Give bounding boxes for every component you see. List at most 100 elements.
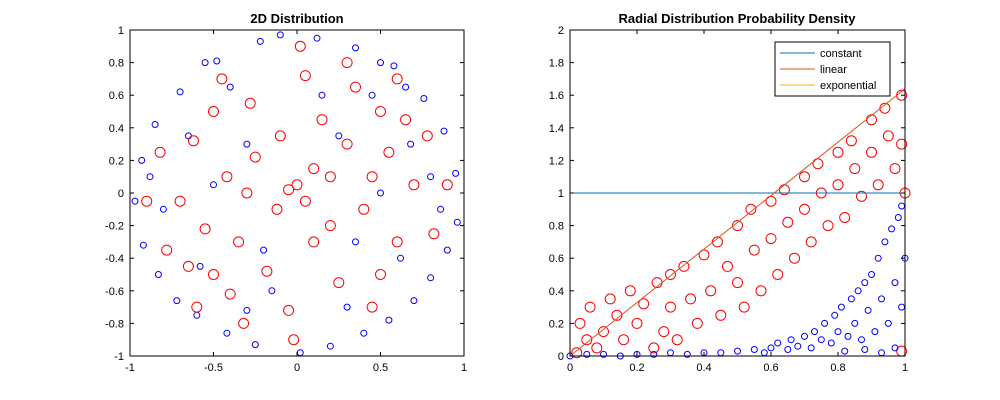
scatter-point xyxy=(159,205,167,213)
scatter-point xyxy=(437,205,445,213)
scatter-point xyxy=(421,130,433,142)
scatter-point xyxy=(878,349,885,357)
scatter-point xyxy=(772,269,784,280)
scatter-point xyxy=(866,146,877,158)
y-tick-label: 0.6 xyxy=(549,253,564,265)
scatter-point xyxy=(854,287,862,295)
scatter-point xyxy=(288,334,300,346)
scatter-point xyxy=(891,279,899,287)
scatter-point xyxy=(631,317,643,329)
scatter-point xyxy=(208,106,219,117)
y-tick-label: 0.8 xyxy=(549,221,564,233)
scatter-point xyxy=(176,88,184,96)
scatter-point xyxy=(375,106,386,117)
chart-title: Radial Distribution Probability Density xyxy=(619,11,857,26)
scatter-point xyxy=(837,303,845,311)
scatter-point xyxy=(874,254,882,262)
scatter-point xyxy=(671,334,683,346)
y-tick-label: -0.4 xyxy=(105,253,124,265)
scatter-point xyxy=(574,317,586,329)
scatter-point xyxy=(624,285,636,297)
scatter-point xyxy=(299,195,311,207)
scatter-point xyxy=(868,271,875,278)
scatter-point xyxy=(151,121,159,128)
legend-entry: linear xyxy=(820,64,847,76)
scatter-point xyxy=(352,44,359,52)
scatter-marks xyxy=(566,89,911,360)
scatter-point xyxy=(618,334,630,346)
scatter-point xyxy=(765,195,777,207)
density-lines xyxy=(569,88,906,357)
scatter-point xyxy=(243,306,251,314)
scatter-point xyxy=(243,140,251,148)
scatter-point xyxy=(210,181,217,189)
legend-entry: constant xyxy=(820,48,862,60)
scatter-point xyxy=(326,342,334,350)
scatter-point xyxy=(375,269,386,280)
y-tick-label: 0.4 xyxy=(549,286,564,298)
scatter-point xyxy=(443,246,451,254)
scatter-point xyxy=(844,332,852,340)
scatter-point xyxy=(427,274,435,282)
scatter-point xyxy=(407,140,415,148)
scatter-point xyxy=(184,132,192,140)
scatter-point xyxy=(274,130,286,142)
scatter-point xyxy=(223,329,231,337)
scatter-point xyxy=(182,260,194,272)
scatter-point xyxy=(233,236,245,248)
x-tick-label: 1 xyxy=(902,362,908,374)
scatter-point xyxy=(173,297,181,305)
scatter-point xyxy=(226,83,234,91)
scatter-point xyxy=(750,346,758,353)
scatter-point xyxy=(784,346,792,353)
scatter-point xyxy=(377,189,384,197)
scatter-point xyxy=(260,246,268,254)
scatter-point xyxy=(428,228,440,240)
scatter-point xyxy=(341,138,353,150)
scatter-point xyxy=(391,236,403,248)
scatter-point xyxy=(782,216,794,228)
scatter-point xyxy=(851,319,859,327)
scatter-point xyxy=(774,339,782,347)
scatter-point xyxy=(898,303,906,311)
scatter-point xyxy=(794,342,802,350)
y-tick-label: 1 xyxy=(118,25,124,37)
scatter-point xyxy=(881,238,889,246)
scatter-point xyxy=(866,114,877,126)
x-tick-label: 0.6 xyxy=(763,362,778,374)
scatter-point xyxy=(738,301,750,313)
scatter-point xyxy=(821,319,829,327)
scatter-point xyxy=(383,146,395,158)
scatter-point xyxy=(832,146,844,158)
scatter-point xyxy=(678,260,690,272)
scatter-point xyxy=(441,179,453,191)
scatter-point xyxy=(799,203,810,215)
scatter-point xyxy=(391,73,403,85)
scatter-point xyxy=(691,317,703,329)
x-tick-label: 1 xyxy=(461,362,467,374)
scatter-point xyxy=(352,238,359,246)
scatter-point xyxy=(402,83,410,91)
scatter-point xyxy=(283,184,295,196)
scatter-point xyxy=(882,130,894,142)
scatter-point xyxy=(822,220,834,232)
scatter-point xyxy=(261,265,273,277)
y-tick-label: 1.8 xyxy=(549,58,564,70)
scatter-point xyxy=(291,179,303,191)
y-tick-label: 2 xyxy=(558,25,564,37)
scatter-point xyxy=(193,311,201,319)
scatter-point xyxy=(154,146,166,158)
scatter-point xyxy=(878,295,885,303)
scatter-point xyxy=(849,163,861,175)
scatter-point xyxy=(161,244,173,256)
x-tick-label: 0.2 xyxy=(629,362,644,374)
scatter-point xyxy=(571,347,583,359)
scatter-point xyxy=(221,171,233,183)
chart-radial-distribution: Radial Distribution Probability Density … xyxy=(549,11,911,374)
scatter-point xyxy=(831,311,839,319)
scatter-point xyxy=(324,171,336,183)
scatter-point xyxy=(705,285,717,297)
scatter-point xyxy=(767,344,775,352)
scatter-point xyxy=(146,173,154,181)
scatter-point xyxy=(732,277,743,289)
